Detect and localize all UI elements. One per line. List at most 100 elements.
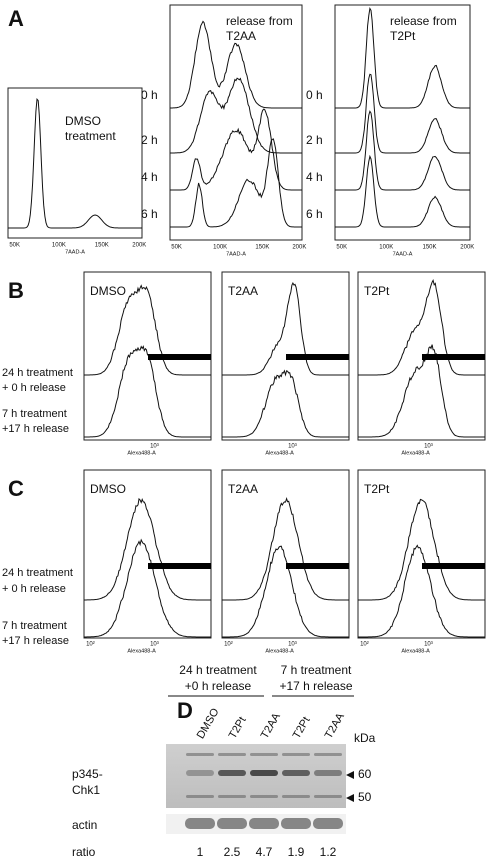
x-tick-label: 200K xyxy=(292,245,306,251)
histogram-curve xyxy=(358,344,485,438)
group-label: 24 h treatment xyxy=(179,663,257,677)
histogram-curve xyxy=(84,345,211,438)
plot-frame xyxy=(83,469,212,639)
lane-label: T2AA xyxy=(323,711,347,741)
ratio-value: 2.5 xyxy=(224,845,241,859)
blot-band xyxy=(250,770,278,776)
marker-arrow xyxy=(346,794,354,802)
column-label: DMSO xyxy=(90,482,126,496)
x-tick-label: 10² xyxy=(360,642,369,648)
x-tick-label: 50K xyxy=(336,245,347,251)
row-label: 2 h xyxy=(141,133,158,147)
x-axis-label: Alexa488-A xyxy=(401,450,430,456)
x-tick-label: 10³ xyxy=(150,642,159,648)
row-label: +17 h release xyxy=(2,635,69,647)
plot-note: release from xyxy=(226,14,293,28)
row-label: 6 h xyxy=(306,207,323,221)
x-axis-label: Alexa488-A xyxy=(401,648,430,654)
blot-band xyxy=(282,795,310,798)
panel-label: D xyxy=(177,698,193,723)
panel-label: C xyxy=(8,476,24,501)
histogram-curve xyxy=(222,369,349,438)
column-label: DMSO xyxy=(90,284,126,298)
ratio-value: 1.2 xyxy=(320,845,337,859)
blot-band xyxy=(218,795,246,798)
gate-bar xyxy=(148,563,211,569)
histogram-curve xyxy=(8,97,142,229)
row-label: 7 h treatment xyxy=(2,620,67,632)
row-label: + 0 h release xyxy=(2,583,66,595)
blot-band xyxy=(186,753,214,756)
histogram-curve xyxy=(335,154,470,228)
x-axis-label: Alexa488-A xyxy=(127,648,156,654)
row-label: 0 h xyxy=(306,88,323,102)
histogram-curve xyxy=(222,545,349,638)
x-tick-label: 50K xyxy=(9,243,20,249)
blot-band xyxy=(250,753,278,756)
x-tick-label: 10³ xyxy=(424,642,433,648)
x-tick-label: 10³ xyxy=(424,444,433,450)
row-label: 7 h treatment xyxy=(2,408,67,420)
plot-note: T2Pt xyxy=(390,29,416,43)
histogram-curve xyxy=(222,282,349,376)
gate-bar xyxy=(148,354,211,360)
x-axis-label: Alexa488-A xyxy=(265,648,294,654)
x-tick-label: 200K xyxy=(460,245,474,251)
marker-label: 60 xyxy=(358,767,372,781)
x-tick-label: 10² xyxy=(86,642,95,648)
marker-label: 50 xyxy=(358,790,372,804)
plot-note: DMSO xyxy=(65,114,101,128)
x-axis-label: 7AAD-A xyxy=(65,249,85,255)
histogram-curve xyxy=(358,544,485,638)
x-axis-label: Alexa488-A xyxy=(265,450,294,456)
histogram-curve xyxy=(358,498,485,601)
gate-bar xyxy=(286,354,349,360)
x-tick-label: 10² xyxy=(224,642,233,648)
x-tick-label: 100K xyxy=(379,245,393,251)
panel-label: B xyxy=(8,278,24,303)
blot-band xyxy=(250,795,278,798)
plot-note: treatment xyxy=(65,129,116,143)
column-label: T2AA xyxy=(228,482,258,496)
histogram-curve xyxy=(170,108,302,191)
histogram-curve xyxy=(84,538,211,638)
lane-label: T2Pt xyxy=(291,715,313,741)
histogram-curve xyxy=(335,110,470,191)
row-label: 4 h xyxy=(141,170,158,184)
column-label: T2Pt xyxy=(364,284,390,298)
ratio-value: 1.9 xyxy=(288,845,305,859)
blot-band xyxy=(218,753,246,756)
blot-band xyxy=(282,753,310,756)
histogram-curve xyxy=(170,138,302,228)
row-label: 6 h xyxy=(141,207,158,221)
gate-bar xyxy=(422,563,485,569)
x-tick-label: 100K xyxy=(52,243,66,249)
plot-frame xyxy=(334,4,471,241)
plot-note: release from xyxy=(390,14,457,28)
histogram-curve xyxy=(84,497,211,601)
plot-frame xyxy=(357,469,486,639)
actin-background xyxy=(166,814,346,834)
group-label: +17 h release xyxy=(279,679,352,693)
ratio-value: 4.7 xyxy=(256,845,273,859)
blot-band xyxy=(314,753,342,756)
histogram-curve xyxy=(335,73,470,154)
group-label: 7 h treatment xyxy=(281,663,352,677)
row-label: 4 h xyxy=(306,170,323,184)
column-label: T2Pt xyxy=(364,482,390,496)
row-label: + 0 h release xyxy=(2,382,66,394)
blot-band xyxy=(186,795,214,798)
blot-band xyxy=(314,795,342,798)
marker-arrow xyxy=(346,771,354,779)
lane-label: T2AA xyxy=(259,711,283,741)
row-label: 24 h treatment xyxy=(2,367,73,379)
histogram-curve xyxy=(84,284,211,376)
plot-frame xyxy=(169,4,303,241)
plot-frame xyxy=(7,87,143,239)
lane-label: DMSO xyxy=(195,706,222,741)
row-label: +17 h release xyxy=(2,423,69,435)
blot-band xyxy=(282,770,310,776)
x-tick-label: 200K xyxy=(132,243,146,249)
row-label: actin xyxy=(72,818,97,832)
